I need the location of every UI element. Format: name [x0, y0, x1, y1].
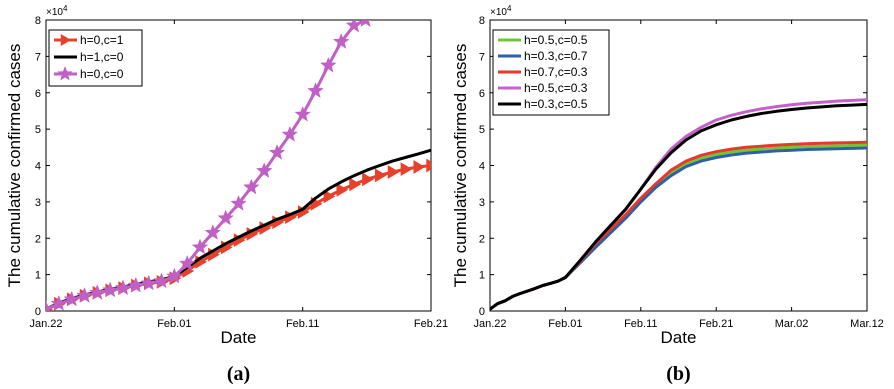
legend-label-h=0.7,c=0.3: h=0.7,c=0.3: [524, 65, 588, 79]
data-point-h=0,c=0: [114, 279, 132, 296]
series-line-h=0.5,c=0.3: [490, 98, 867, 311]
y-tick-label: 1: [479, 270, 485, 282]
data-point-h=0,c=0: [191, 238, 209, 255]
legend-label-h=0.5,c=0.5: h=0.5,c=0.5: [524, 33, 588, 47]
data-point-h=0,c=0: [127, 276, 145, 293]
legend-label-h=0.5,c=0.3: h=0.5,c=0.3: [524, 81, 588, 95]
data-point-h=0,c=0: [281, 125, 299, 142]
panel-label: (a): [227, 363, 250, 385]
x-tick-label: Feb.11: [624, 318, 657, 330]
data-point-h=0,c=0: [63, 290, 80, 307]
y-tick-label: 4: [35, 161, 41, 173]
x-tick-label: Feb.11: [286, 318, 319, 330]
legend-marker-h=0,c=1: [60, 34, 71, 46]
data-point-h=0,c=0: [332, 33, 350, 49]
y-tick-label: 7: [479, 51, 485, 63]
data-point-h=0,c=1: [336, 182, 349, 197]
y-tick-label: 8: [35, 15, 41, 27]
data-point-h=0,c=1: [362, 172, 374, 187]
legend: h=0.5,c=0.5 h=0.3,c=0.7 h=0.7,c=0.3 h=0.5,c…: [492, 29, 610, 116]
plot-area: [46, 20, 431, 311]
data-point-h=0,c=0: [166, 267, 183, 284]
data-point-h=0,c=0: [204, 224, 222, 240]
data-point-h=0,c=1: [323, 189, 336, 204]
y-tick-label: 2: [479, 233, 485, 245]
y-tick-label: 5: [479, 124, 485, 136]
legend-label-h=0,c=1: h=0,c=1: [80, 33, 124, 47]
y-exponent-label: ×104: [46, 4, 68, 18]
panel-a-chart: 0 1 2 3 4 5 6 7 8 Jan.22 Feb.01 Feb.11 Feb.21 ×104 Dat…: [5, 4, 448, 385]
data-point-h=0,c=1: [374, 168, 387, 183]
data-point-h=0,c=1: [426, 158, 431, 173]
data-point-h=0,c=0: [307, 82, 324, 98]
y-tick-label: 3: [35, 197, 41, 209]
y-tick-label: 1: [35, 270, 41, 282]
y-tick-label: 0: [479, 306, 485, 318]
x-tick-label: Feb.01: [157, 318, 191, 330]
y-axis-label: The cumulative confirmed cases: [5, 44, 24, 288]
data-point-h=0,c=0: [217, 209, 234, 226]
y-tick-label: 8: [479, 15, 485, 27]
data-point-h=0,c=1: [413, 160, 426, 174]
data-point-h=0,c=0: [50, 294, 68, 311]
y-tick-label: 4: [479, 161, 485, 173]
x-tick-label: Mar.02: [775, 318, 809, 330]
x-tick-label: Feb.01: [548, 318, 582, 330]
data-point-h=0,c=0: [101, 281, 119, 298]
y-tick-label: 0: [35, 306, 41, 318]
data-point-h=0,c=0: [230, 194, 247, 211]
x-tick-label: Feb.21: [699, 318, 733, 330]
data-point-h=0,c=0: [178, 254, 196, 271]
x-axis-label: Date: [661, 328, 697, 347]
plot-area: [490, 98, 867, 311]
data-point-h=0,c=0: [46, 300, 55, 311]
x-tick-label: Jan.22: [473, 318, 506, 330]
data-point-h=0,c=1: [387, 165, 400, 179]
data-point-h=0,c=0: [268, 144, 286, 160]
data-point-h=0,c=0: [294, 105, 311, 122]
data-point-h=0,c=0: [140, 274, 157, 291]
data-point-h=0,c=0: [243, 178, 260, 195]
legend-label-h=1,c=0: h=1,c=0: [80, 50, 124, 64]
data-point-h=0,c=0: [153, 272, 170, 289]
y-exponent-power: 4: [507, 4, 512, 13]
data-point-h=0,c=0: [320, 56, 337, 73]
data-point-h=0,c=1: [349, 177, 361, 192]
y-tick-label: 5: [35, 124, 41, 136]
data-point-h=0,c=0: [345, 20, 363, 33]
y-exponent-label: ×104: [490, 4, 512, 18]
x-tick-label: Jan.22: [29, 318, 62, 330]
data-point-h=0,c=0: [255, 162, 273, 178]
x-tick-label: Mar.12: [850, 318, 884, 330]
y-exponent-power: 4: [63, 4, 68, 13]
series-line-h=0.3,c=0.5: [490, 102, 867, 311]
data-point-h=0,c=0: [89, 284, 106, 300]
x-axis-label: Date: [221, 328, 257, 347]
y-tick-label: 3: [479, 197, 485, 209]
legend-label-h=0,c=0: h=0,c=0: [80, 67, 124, 81]
panel-label: (b): [666, 363, 690, 385]
panel-b-chart: 0 1 2 3 4 5 6 7 8 Jan.22 Feb.01 Feb.11 Feb.21 Mar.02 M…: [451, 4, 884, 385]
y-axis-label: The cumulative confirmed cases: [451, 44, 470, 288]
legend-marker-h=0,c=0: [57, 66, 73, 81]
y-tick-label: 6: [35, 88, 41, 100]
x-tick-label: Feb.21: [414, 318, 448, 330]
y-tick-label: 2: [35, 233, 41, 245]
y-tick-label: 6: [479, 88, 485, 100]
legend-label-h=0.3,c=0.5: h=0.3,c=0.5: [524, 97, 588, 111]
data-point-h=0,c=0: [76, 286, 93, 303]
legend-label-h=0.3,c=0.7: h=0.3,c=0.7: [524, 49, 588, 63]
data-point-h=0,c=1: [400, 162, 413, 177]
legend: h=0,c=1 h=1,c=0 h=0,c=0: [48, 29, 143, 87]
series-line-h=1,c=0: [46, 148, 431, 311]
y-tick-label: 7: [35, 51, 41, 63]
data-point-h=0,c=0: [360, 20, 371, 28]
